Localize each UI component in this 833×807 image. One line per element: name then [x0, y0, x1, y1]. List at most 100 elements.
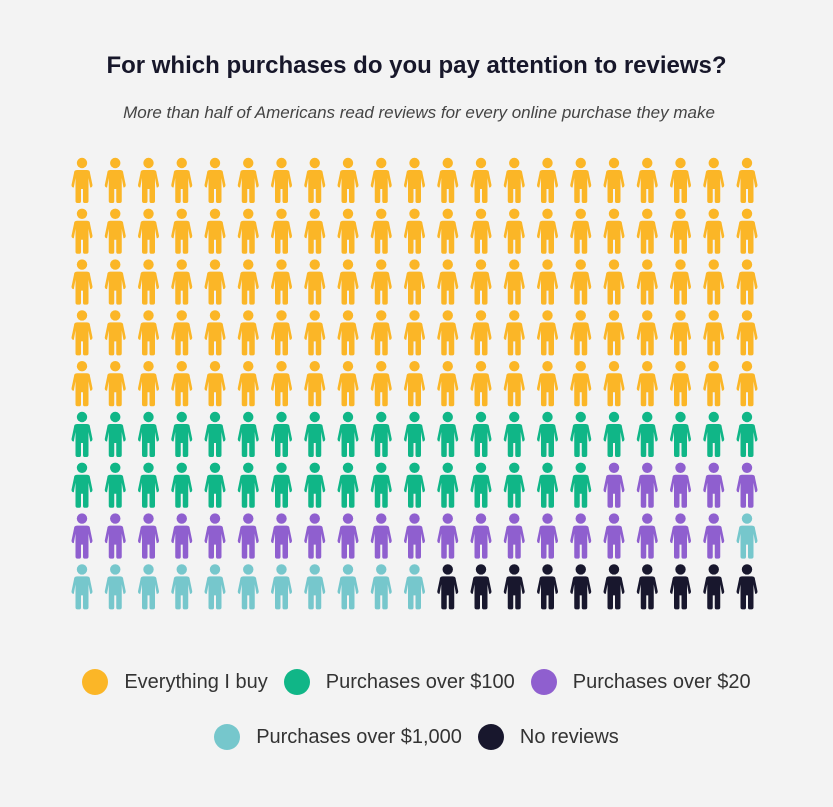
person-icon: [437, 564, 459, 610]
person-icon: [138, 513, 159, 559]
person-icon: [337, 513, 359, 559]
person-icon: [570, 361, 592, 407]
person-icon: [437, 259, 459, 305]
person-icon: [237, 361, 259, 407]
legend-item-over-20: Purchases over $20: [530, 669, 751, 695]
person-icon: [703, 513, 725, 559]
person-icon: [138, 157, 159, 203]
person-icon: [636, 208, 658, 254]
legend-swatch-no-reviews: [477, 724, 504, 750]
person-icon: [138, 462, 159, 508]
person-icon: [171, 157, 193, 203]
person-icon: [271, 361, 292, 407]
person-icon: [603, 259, 625, 305]
person-icon: [271, 208, 292, 254]
person-icon: [537, 310, 558, 356]
person-icon: [670, 462, 691, 508]
person-icon: [636, 564, 658, 610]
person-icon: [337, 361, 359, 407]
person-icon: [171, 513, 193, 559]
legend-label-over-100: Purchases over $100: [325, 670, 515, 693]
person-icon: [104, 513, 126, 559]
person-icon: [271, 513, 292, 559]
legend-swatch-over-1000: [214, 724, 241, 750]
person-icon: [104, 157, 126, 203]
person-icon: [537, 259, 558, 305]
person-icon: [670, 157, 691, 203]
person-icon: [703, 564, 725, 610]
person-icon: [503, 310, 525, 356]
person-icon: [271, 462, 292, 508]
person-icon: [104, 564, 126, 610]
person-icon: [138, 259, 159, 305]
person-icon: [670, 310, 691, 356]
person-icon: [370, 157, 392, 203]
person-icon: [437, 208, 459, 254]
person-icon: [670, 411, 691, 457]
person-icon: [138, 564, 159, 610]
person-icon: [237, 411, 259, 457]
person-icon: [237, 564, 259, 610]
legend-row-2: Purchases over $1,000 No reviews: [0, 724, 833, 750]
person-icon: [370, 513, 392, 559]
person-icon: [603, 411, 625, 457]
person-icon: [537, 411, 558, 457]
person-icon: [437, 513, 459, 559]
person-icon: [171, 361, 193, 407]
person-icon: [204, 310, 226, 356]
person-icon: [570, 208, 592, 254]
person-icon: [204, 513, 226, 559]
person-icon: [337, 310, 359, 356]
person-icon: [171, 462, 193, 508]
person-icon: [204, 208, 226, 254]
person-icon: [603, 208, 625, 254]
person-icon: [570, 513, 592, 559]
person-icon: [703, 462, 725, 508]
person-icon: [404, 310, 425, 356]
person-icon: [370, 310, 392, 356]
person-icon: [204, 361, 226, 407]
chart-subtitle: More than half of Americans read reviews…: [123, 103, 715, 122]
legend-item-over-100: Purchases over $100: [283, 669, 515, 695]
person-icon: [271, 564, 292, 610]
person-icon: [736, 513, 758, 559]
person-icon: [570, 259, 592, 305]
person-icon: [570, 564, 592, 610]
person-icon: [304, 310, 326, 356]
person-icon: [736, 259, 758, 305]
person-icon: [437, 462, 459, 508]
person-icon: [271, 411, 292, 457]
person-icon: [404, 208, 425, 254]
person-icon: [71, 411, 93, 457]
person-icon: [503, 513, 525, 559]
legend-item-over-1000: Purchases over $1,000: [214, 724, 462, 750]
person-icon: [404, 259, 425, 305]
person-icon: [237, 208, 259, 254]
person-icon: [437, 411, 459, 457]
person-icon: [237, 157, 259, 203]
person-icon: [171, 564, 193, 610]
person-icon: [670, 513, 691, 559]
person-icon: [736, 462, 758, 508]
person-icon: [370, 411, 392, 457]
person-icon: [404, 361, 425, 407]
person-icon: [237, 513, 259, 559]
person-icon: [503, 462, 525, 508]
person-icon: [470, 310, 492, 356]
person-icon: [470, 361, 492, 407]
person-icon: [104, 411, 126, 457]
person-icon: [370, 361, 392, 407]
legend-row-1: Everything I buy Purchases over $100 Pur…: [0, 669, 833, 695]
person-icon: [171, 208, 193, 254]
person-icon: [537, 462, 558, 508]
person-icon: [138, 361, 159, 407]
person-icon: [437, 361, 459, 407]
person-icon: [104, 259, 126, 305]
person-icon: [71, 564, 93, 610]
person-icon: [470, 208, 492, 254]
person-icon: [636, 157, 658, 203]
person-icon: [71, 310, 93, 356]
person-icon: [736, 208, 758, 254]
person-icon: [204, 564, 226, 610]
